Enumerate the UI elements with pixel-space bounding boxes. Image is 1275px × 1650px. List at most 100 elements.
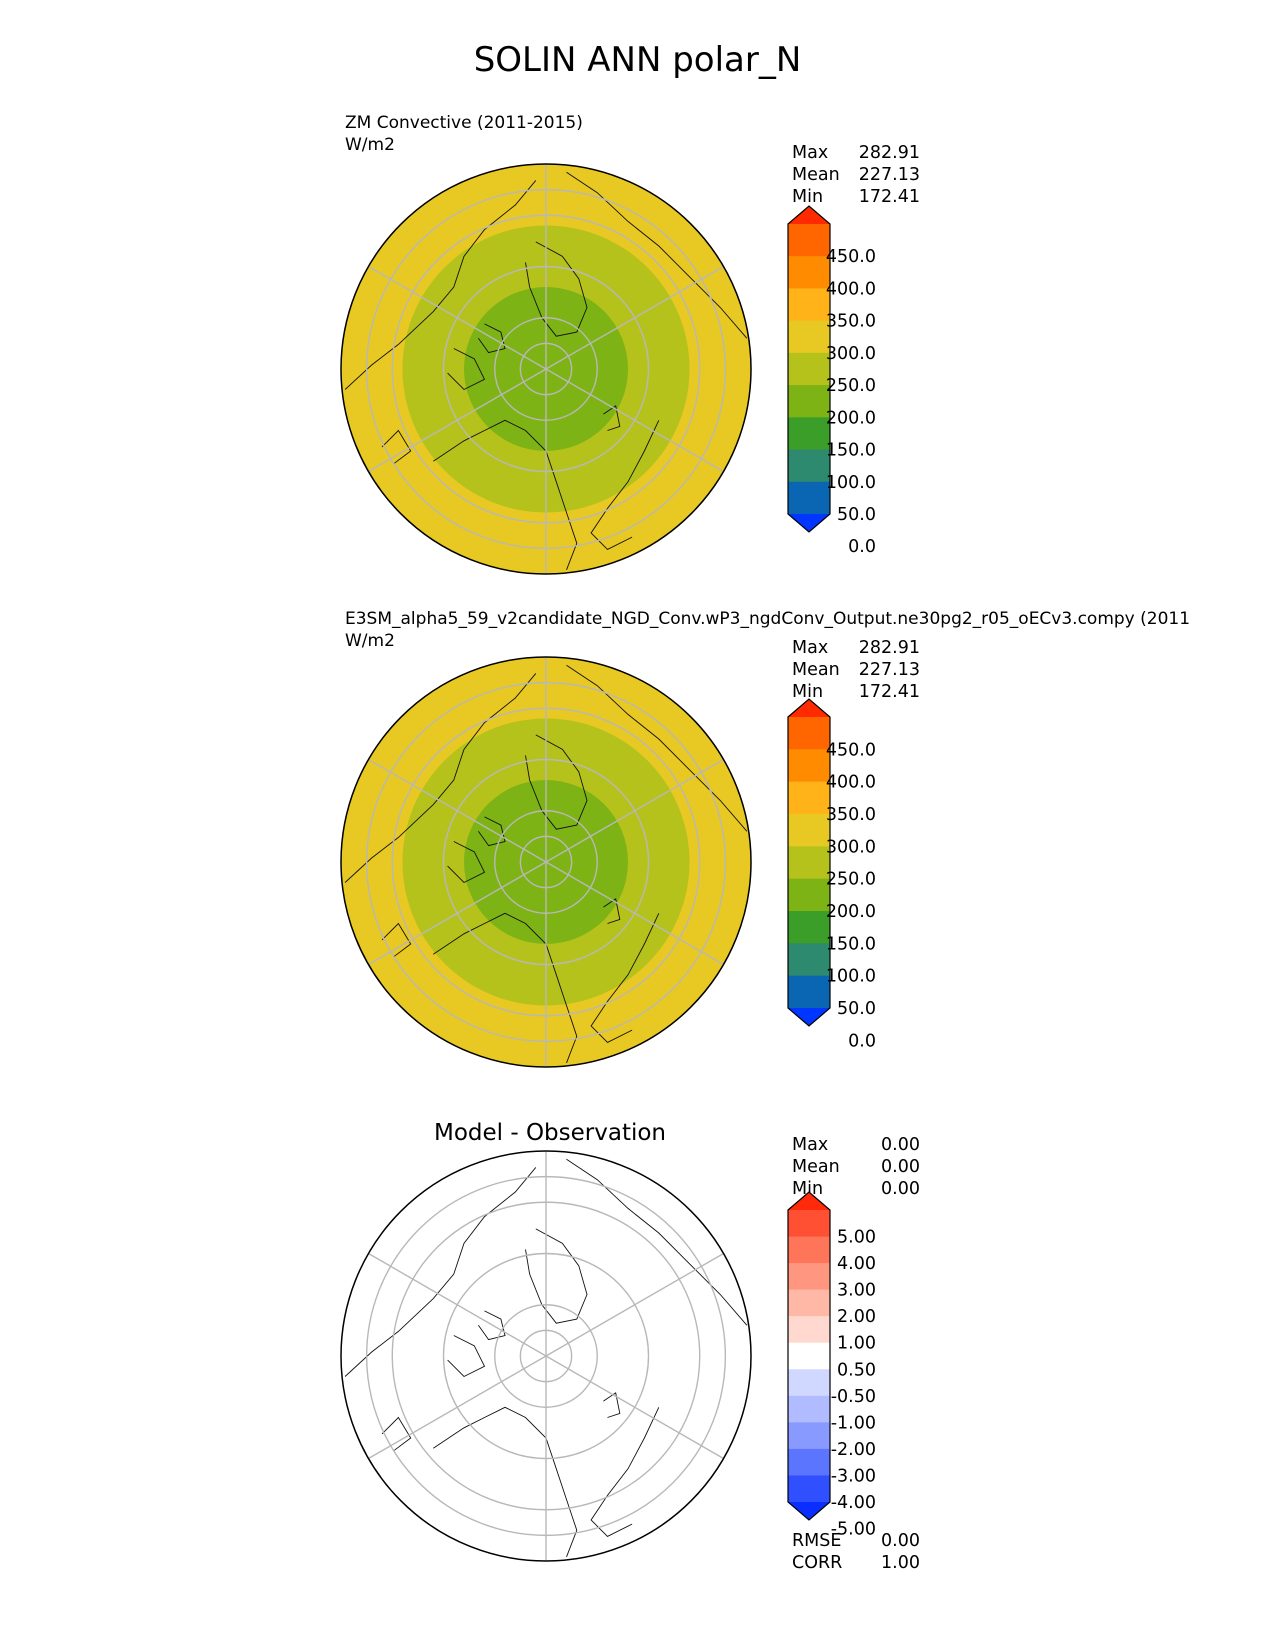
coastline <box>344 673 537 883</box>
polar-map-2 <box>340 656 752 1068</box>
metric-value: 1.00 <box>881 1553 920 1573</box>
metric-label: RMSE <box>792 1531 842 1551</box>
panel-1-stats: Max 282.91 Mean 227.13 Min 172.41 <box>792 142 920 208</box>
colorbar-tick-label: 3.00 <box>837 1281 876 1301</box>
colorbar-bin <box>788 1448 830 1476</box>
coastline <box>381 1416 412 1451</box>
colorbar-tick-label: -3.00 <box>831 1466 876 1486</box>
meridian-gridline <box>545 758 724 863</box>
colorbar-bin <box>788 1422 830 1450</box>
colorbar-3: 5.00 4.00 3.00 2.00 1.00 0.50 -0.50 -1.00 -2.00 -… <box>787 1191 876 1540</box>
stat-value: 227.13 <box>858 660 920 680</box>
colorbar-tick-label: 250.0 <box>826 376 876 396</box>
colorbar-tick-label: 350.0 <box>826 805 876 825</box>
coastline <box>447 348 486 391</box>
stat-label: Mean <box>792 165 840 185</box>
colorbar-tick-label: 0.0 <box>848 537 876 557</box>
colorbar-outline <box>787 1191 831 1521</box>
colorbar-bin <box>788 1236 830 1264</box>
colorbar-tick-label: 100.0 <box>826 473 876 493</box>
coastline <box>566 171 748 339</box>
colorbar-extend-top <box>788 1192 830 1210</box>
polar-map-1 <box>340 163 752 575</box>
coastline <box>590 1407 660 1537</box>
coastline <box>447 1335 486 1378</box>
colorbar-bin <box>788 352 830 386</box>
meridian-gridline <box>368 1252 547 1357</box>
colorbar-bin <box>788 385 830 418</box>
colorbar-tick-label: 400.0 <box>826 773 876 793</box>
colorbar-bin <box>788 1475 830 1503</box>
colorbar-bin <box>788 1210 830 1238</box>
stat-value: 0.00 <box>881 1179 920 1199</box>
colorbar-tick-label: 50.0 <box>837 505 876 525</box>
colorbar-tick-label: 4.00 <box>837 1254 876 1274</box>
colorbar-tick-label: -4.00 <box>831 1493 876 1513</box>
colorbar-extend-bottom <box>788 1008 830 1026</box>
stat-label: Max <box>792 143 829 163</box>
figure-title: SOLIN ANN polar_N <box>473 40 802 80</box>
colorbar-tick-label: 200.0 <box>826 408 876 428</box>
colorbar-outline <box>787 698 831 1027</box>
stat-label: Mean <box>792 1157 840 1177</box>
panel-2-title: E3SM_alpha5_59_v2candidate_NGD_Conv.wP3_… <box>345 609 1191 629</box>
panel-3-title: Model - Observation <box>433 1120 667 1146</box>
colorbar-extend-top <box>788 206 830 224</box>
colorbar-bin <box>788 481 830 515</box>
colorbar-bin <box>788 1263 830 1291</box>
coastline <box>381 922 412 957</box>
colorbar-tick-label: 300.0 <box>826 344 876 364</box>
stat-label: Min <box>792 1179 824 1199</box>
colorbar-extend-bottom <box>788 514 830 532</box>
colorbar-tick-label: 450.0 <box>826 247 876 267</box>
stat-value: 172.41 <box>858 682 920 702</box>
colorbar-tick-label: 450.0 <box>826 740 876 760</box>
meridian-gridline <box>545 265 724 370</box>
meridian-gridline <box>545 1252 724 1357</box>
colorbar-bin <box>788 417 830 451</box>
colorbar-bin <box>788 781 830 815</box>
colorbar-bin <box>788 943 830 977</box>
polar-map-3 <box>340 1150 752 1562</box>
colorbar-bin <box>788 224 830 257</box>
colorbar-tick-label: -5.00 <box>831 1520 876 1540</box>
colorbar-bin <box>788 878 830 912</box>
panel-3-stats: Max 0.00 Mean 0.00 Min 0.00 <box>792 1134 920 1200</box>
colorbar-bin <box>788 288 830 322</box>
colorbar-bin <box>788 717 830 750</box>
panel-3-metrics: RMSE 0.00 CORR 1.00 <box>792 1530 920 1574</box>
meridian-gridline <box>368 758 547 863</box>
coastline <box>525 734 588 830</box>
colorbar-bin <box>788 1316 830 1344</box>
colorbar-tick-label: 5.00 <box>837 1228 876 1248</box>
colorbar-outline <box>787 205 831 533</box>
colorbar-1: 450.0 400.0 350.0 300.0 250.0 200.0 150.0 100.0… <box>787 205 876 557</box>
stat-value: 0.00 <box>881 1157 920 1177</box>
coastline <box>525 241 588 337</box>
meridian-gridline <box>368 265 547 370</box>
colorbar-bin <box>788 1369 830 1397</box>
stat-value: 172.41 <box>858 187 920 207</box>
colorbar-bin <box>788 256 830 289</box>
map-boundary <box>340 163 752 575</box>
meridian-gridline <box>368 368 547 473</box>
colorbar-tick-label: -1.00 <box>831 1413 876 1433</box>
colorbar-bin <box>788 1395 830 1423</box>
coastline <box>433 419 578 571</box>
colorbar-tick-label: 1.00 <box>837 1334 876 1354</box>
coastline <box>433 912 578 1064</box>
coastline <box>478 323 506 354</box>
meridian-gridline <box>545 368 724 473</box>
meridian-gridline <box>368 861 547 966</box>
coastline <box>344 180 537 390</box>
colorbar-tick-label: -2.00 <box>831 1440 876 1460</box>
colorbar-tick-label: 0.50 <box>837 1360 876 1380</box>
stat-value: 282.91 <box>858 638 920 658</box>
coastline <box>603 898 621 924</box>
stat-value: 0.00 <box>881 1135 920 1155</box>
stat-label: Min <box>792 682 824 702</box>
stat-value: 227.13 <box>858 165 920 185</box>
colorbar-bin <box>788 975 830 1009</box>
panel-1-title: ZM Convective (2011-2015) <box>345 113 583 133</box>
colorbar-bin <box>788 846 830 880</box>
